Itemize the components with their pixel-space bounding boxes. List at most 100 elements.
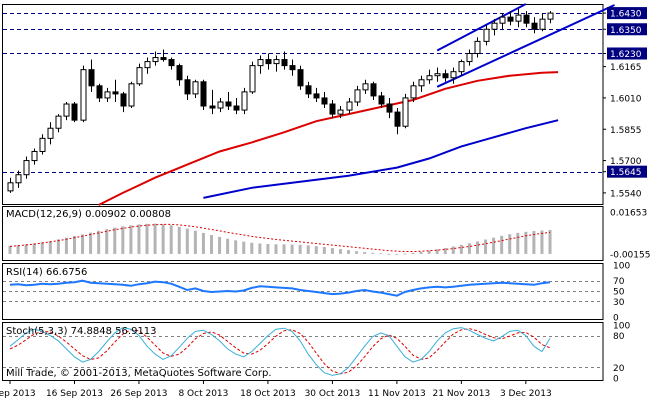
candle (378, 91, 385, 109)
candle (176, 63, 183, 86)
macd-histogram-bar (492, 237, 496, 254)
candle-body (31, 150, 38, 162)
candle-body (225, 101, 232, 107)
candle (313, 87, 320, 102)
stoch-signal-line (9, 328, 551, 375)
candle (273, 55, 280, 72)
macd-histogram-bar (484, 239, 488, 254)
candle (144, 57, 151, 74)
macd-histogram-bar (548, 229, 552, 254)
macd-histogram-bar (161, 224, 165, 254)
macd-histogram-bar (32, 243, 36, 254)
candle-body (281, 59, 288, 67)
candle (434, 67, 441, 82)
candle-body (370, 83, 377, 97)
candle-body (217, 101, 224, 109)
candle (346, 97, 353, 115)
candle (265, 53, 272, 70)
candle (305, 81, 312, 98)
candle-body (499, 16, 506, 24)
candle (539, 13, 546, 32)
candle-body (378, 95, 385, 105)
macd-histogram-bar (201, 232, 205, 254)
candle (531, 17, 538, 34)
macd-histogram-bar (419, 251, 423, 254)
candle-body (71, 103, 78, 121)
candle (88, 59, 95, 92)
x-tick-label: 8 Oct 2013 (178, 389, 228, 399)
macd-histogram-bar (532, 231, 536, 254)
candle-body (112, 91, 119, 95)
macd-signal-line (9, 223, 551, 252)
price-level-label-box (607, 7, 647, 20)
candle-body (523, 14, 530, 24)
candle-body (507, 16, 514, 22)
macd-histogram-bar (427, 250, 431, 254)
trend-channel-line-1 (436, 4, 615, 88)
price-tick-label: 1.5855 (610, 126, 642, 136)
candle-body (466, 52, 473, 63)
candle (507, 11, 514, 26)
candle (225, 91, 232, 111)
macd-histogram-bar (64, 237, 68, 254)
candle-body (209, 105, 216, 109)
rsi-tick-label: 50 (613, 288, 625, 298)
x-tick-label: 30 Oct 2013 (305, 389, 361, 399)
candle-body (305, 85, 312, 95)
price-tick-label: 1.6350 (610, 26, 642, 36)
stoch-tick-label: 20 (613, 364, 625, 374)
rsi-tick-label: 30 (613, 298, 625, 308)
candle (80, 65, 87, 123)
macd-histogram-bar (540, 230, 544, 254)
macd-histogram-bar (129, 225, 133, 254)
candle-body (55, 115, 62, 129)
macd-histogram-bar (24, 244, 28, 254)
panel-frame-1 (2, 206, 604, 261)
candle-body (289, 65, 296, 71)
macd-histogram-bar (40, 242, 44, 254)
price-level-label-box (607, 165, 647, 178)
macd-histogram-bar (322, 246, 326, 254)
macd-histogram-bar (145, 223, 149, 254)
candle-body (337, 109, 344, 115)
candle (160, 49, 167, 62)
candle-body (394, 111, 401, 127)
macd-histogram-bar (121, 226, 125, 254)
candle (337, 106, 344, 119)
candle (217, 97, 224, 113)
macd-histogram-bar (451, 246, 455, 254)
macd-label: MACD(12,26,9) 0.00902 0.00808 (6, 209, 171, 220)
stoch-label: Stoch(5,3,3) 74.8848 56.9113 (6, 326, 157, 337)
candle (112, 79, 119, 102)
x-tick-label: 4 Sep 2013 (0, 389, 36, 399)
candle-body (233, 105, 240, 111)
candle-body (386, 103, 393, 113)
candle-body (15, 174, 22, 184)
macd-histogram-bar (48, 240, 52, 254)
macd-histogram-bar (347, 250, 351, 254)
x-tick-label: 11 Nov 2013 (368, 389, 426, 399)
candle (466, 49, 473, 66)
macd-histogram-bar (137, 224, 141, 254)
candle-body (362, 83, 369, 91)
candle (370, 81, 377, 100)
candle (281, 51, 288, 70)
price-tick-label: 1.6010 (610, 94, 642, 104)
candle-body (547, 12, 554, 20)
candle-body (47, 127, 54, 139)
candle-body (23, 160, 30, 176)
copyright-watermark: Mill Trade, © 2001-2013, MetaQuotes Soft… (6, 368, 272, 379)
candle-body (104, 91, 111, 99)
candle (410, 81, 417, 102)
candle-body (152, 57, 159, 63)
stoch-tick-label: 100 (613, 322, 630, 332)
candle (394, 108, 401, 135)
macd-histogram-bar (330, 248, 334, 254)
macd-histogram-bar (16, 245, 20, 254)
rsi-line (9, 279, 551, 297)
candle (104, 87, 111, 102)
candle-body (265, 59, 272, 65)
macd-histogram-bar (72, 236, 76, 254)
